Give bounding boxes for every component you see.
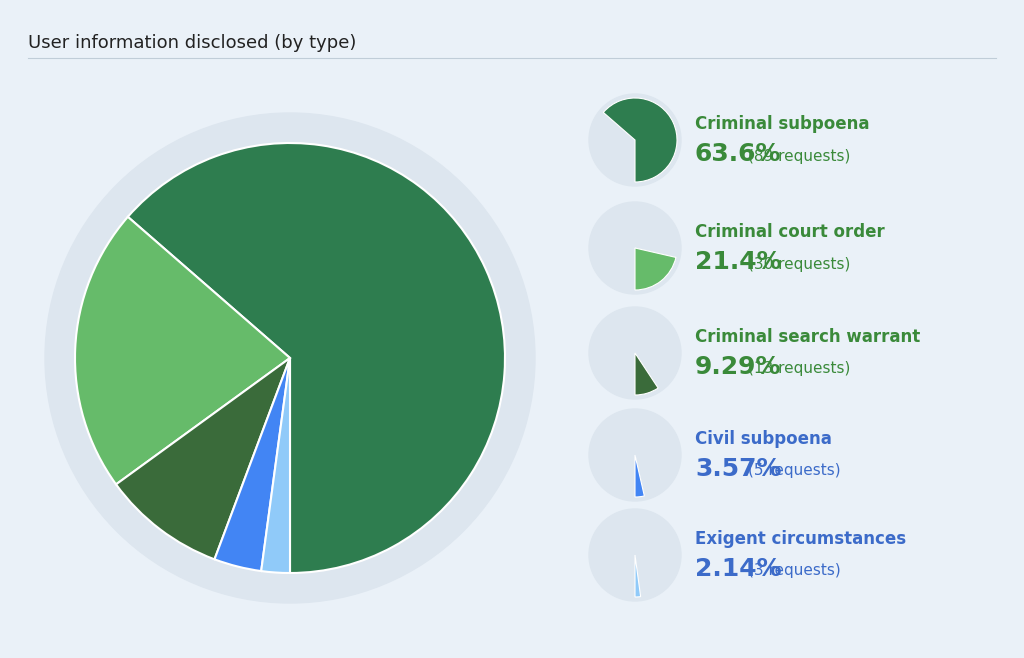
Text: (89 requests): (89 requests) [748,149,850,163]
Text: 2.14%: 2.14% [695,557,781,581]
Circle shape [589,94,681,186]
Text: (13 requests): (13 requests) [748,361,850,376]
Circle shape [589,307,681,399]
Text: 63.6%: 63.6% [695,142,781,166]
Wedge shape [214,358,290,571]
Text: (30 requests): (30 requests) [748,257,850,272]
Text: Criminal court order: Criminal court order [695,223,885,241]
Wedge shape [635,555,641,597]
Circle shape [589,409,681,501]
Text: Criminal search warrant: Criminal search warrant [695,328,921,346]
Wedge shape [261,358,290,573]
Text: 21.4%: 21.4% [695,250,781,274]
Wedge shape [75,217,290,484]
Wedge shape [128,143,505,573]
Circle shape [589,509,681,601]
Text: 9.29%: 9.29% [695,355,781,379]
Circle shape [45,113,535,603]
Wedge shape [116,358,290,559]
Wedge shape [635,353,658,395]
Text: 3.57%: 3.57% [695,457,781,481]
Text: Criminal subpoena: Criminal subpoena [695,115,869,133]
Text: (3 requests): (3 requests) [748,563,841,578]
Text: User information disclosed (by type): User information disclosed (by type) [28,34,356,52]
Text: Exigent circumstances: Exigent circumstances [695,530,906,548]
Circle shape [589,202,681,294]
Wedge shape [603,98,677,182]
Text: (5 requests): (5 requests) [748,463,840,478]
Wedge shape [635,455,644,497]
Text: Civil subpoena: Civil subpoena [695,430,831,448]
Wedge shape [635,248,676,290]
